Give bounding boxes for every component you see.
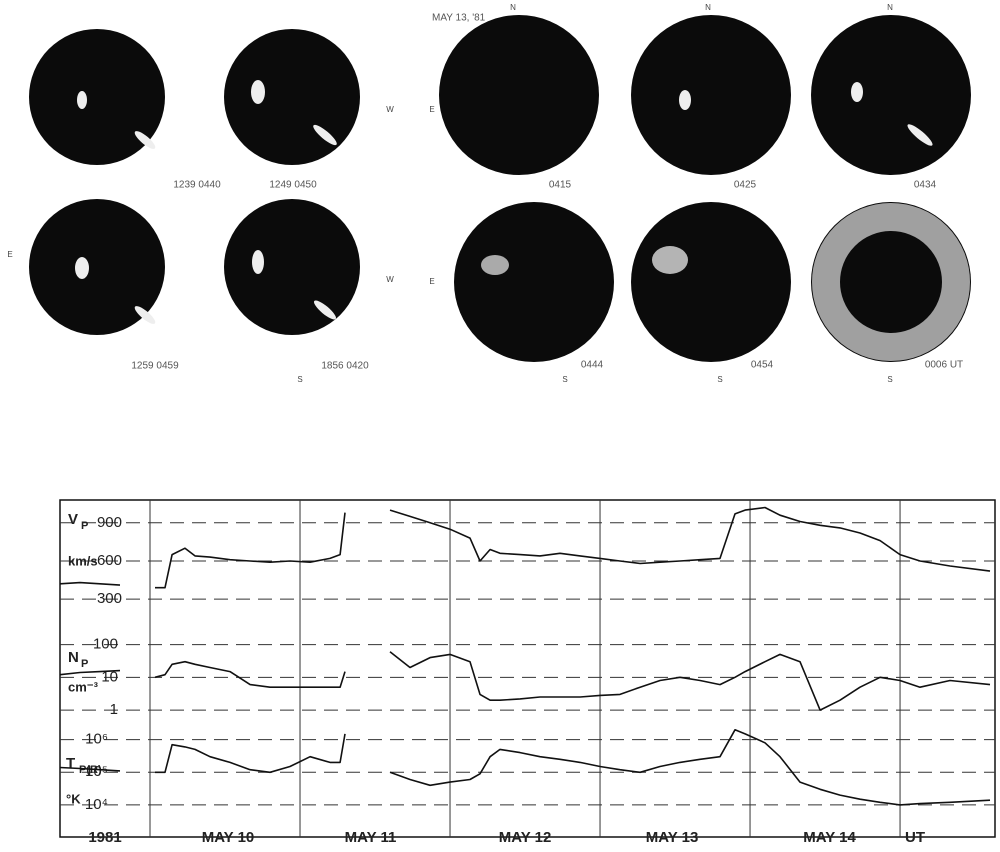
x-tick-label: MAY 12 xyxy=(499,829,552,846)
y-axis-label-sub: P xyxy=(81,658,88,670)
image-time-label: 1239 0440 xyxy=(173,180,221,191)
image-time-label: 0454 xyxy=(751,360,774,371)
image-time-label: 0434 xyxy=(914,180,937,191)
sky-image xyxy=(811,15,971,175)
sky-image xyxy=(631,15,791,175)
y-tick-label: 600 xyxy=(97,552,122,569)
aurora-oval xyxy=(812,203,970,361)
direction-label: S xyxy=(887,375,892,384)
image-time-label: 1259 0459 xyxy=(131,361,179,372)
direction-label: W xyxy=(386,105,394,114)
y-axis-label: T xyxy=(66,755,75,772)
image-time-label: 0415 xyxy=(549,180,572,191)
y-tick-label: 100 xyxy=(93,636,118,653)
data-line xyxy=(59,651,991,711)
x-tick-label: MAY 11 xyxy=(345,829,397,846)
direction-label: S xyxy=(297,375,302,384)
direction-label: E xyxy=(429,277,434,286)
y-tick-label: 900 xyxy=(97,514,122,531)
y-axis-label: V xyxy=(68,511,78,528)
direction-label: S xyxy=(717,375,722,384)
data-line xyxy=(59,729,991,806)
x-tick-label: MAY 13 xyxy=(646,829,699,846)
image-time-label: 0006 UT xyxy=(925,360,963,371)
direction-label: W xyxy=(386,275,394,284)
direction-label: N xyxy=(705,3,711,12)
image-time-label: 1856 0420 xyxy=(321,361,369,372)
x-tick-label: MAY 14 xyxy=(803,829,856,846)
y-axis-label-sub: P xyxy=(81,520,88,532)
all-sky-images xyxy=(29,15,971,362)
sky-image xyxy=(454,202,614,362)
direction-label: N xyxy=(510,3,516,12)
y-tick-label: 300 xyxy=(97,590,122,607)
unit-label: UT xyxy=(905,829,925,846)
x-tick-label: MAY 10 xyxy=(202,829,255,846)
y-tick-label: 10⁵ xyxy=(85,763,108,780)
date-label: MAY 13, '81 xyxy=(432,13,486,24)
direction-label: E xyxy=(429,105,434,114)
direction-label: N xyxy=(887,3,893,12)
y-axis-unit: km/s xyxy=(68,553,98,568)
y-tick-label: 10 xyxy=(101,668,118,685)
y-tick-label: 10⁶ xyxy=(85,731,108,748)
data-line xyxy=(59,506,991,589)
aurora-spots xyxy=(75,80,933,324)
y-axis-unit: °K xyxy=(66,791,81,806)
image-time-label: 0444 xyxy=(581,360,604,371)
sky-image xyxy=(224,29,360,165)
sky-image xyxy=(29,199,165,335)
y-tick-label: 10⁴ xyxy=(85,796,108,813)
y-tick-label: 1 xyxy=(110,701,118,718)
sky-image xyxy=(439,15,599,175)
plot-frame xyxy=(59,499,996,838)
sky-image xyxy=(631,202,791,362)
sky-image xyxy=(29,29,165,165)
sky-image xyxy=(224,199,360,335)
direction-label: S xyxy=(562,375,567,384)
y-axis-label: N xyxy=(68,649,79,666)
image-time-label: 0425 xyxy=(734,180,757,191)
image-time-label: 1249 0450 xyxy=(269,180,317,191)
direction-label: E xyxy=(7,250,12,259)
y-axis-unit: cm⁻³ xyxy=(68,679,99,694)
year-label: 1981 xyxy=(88,829,121,846)
